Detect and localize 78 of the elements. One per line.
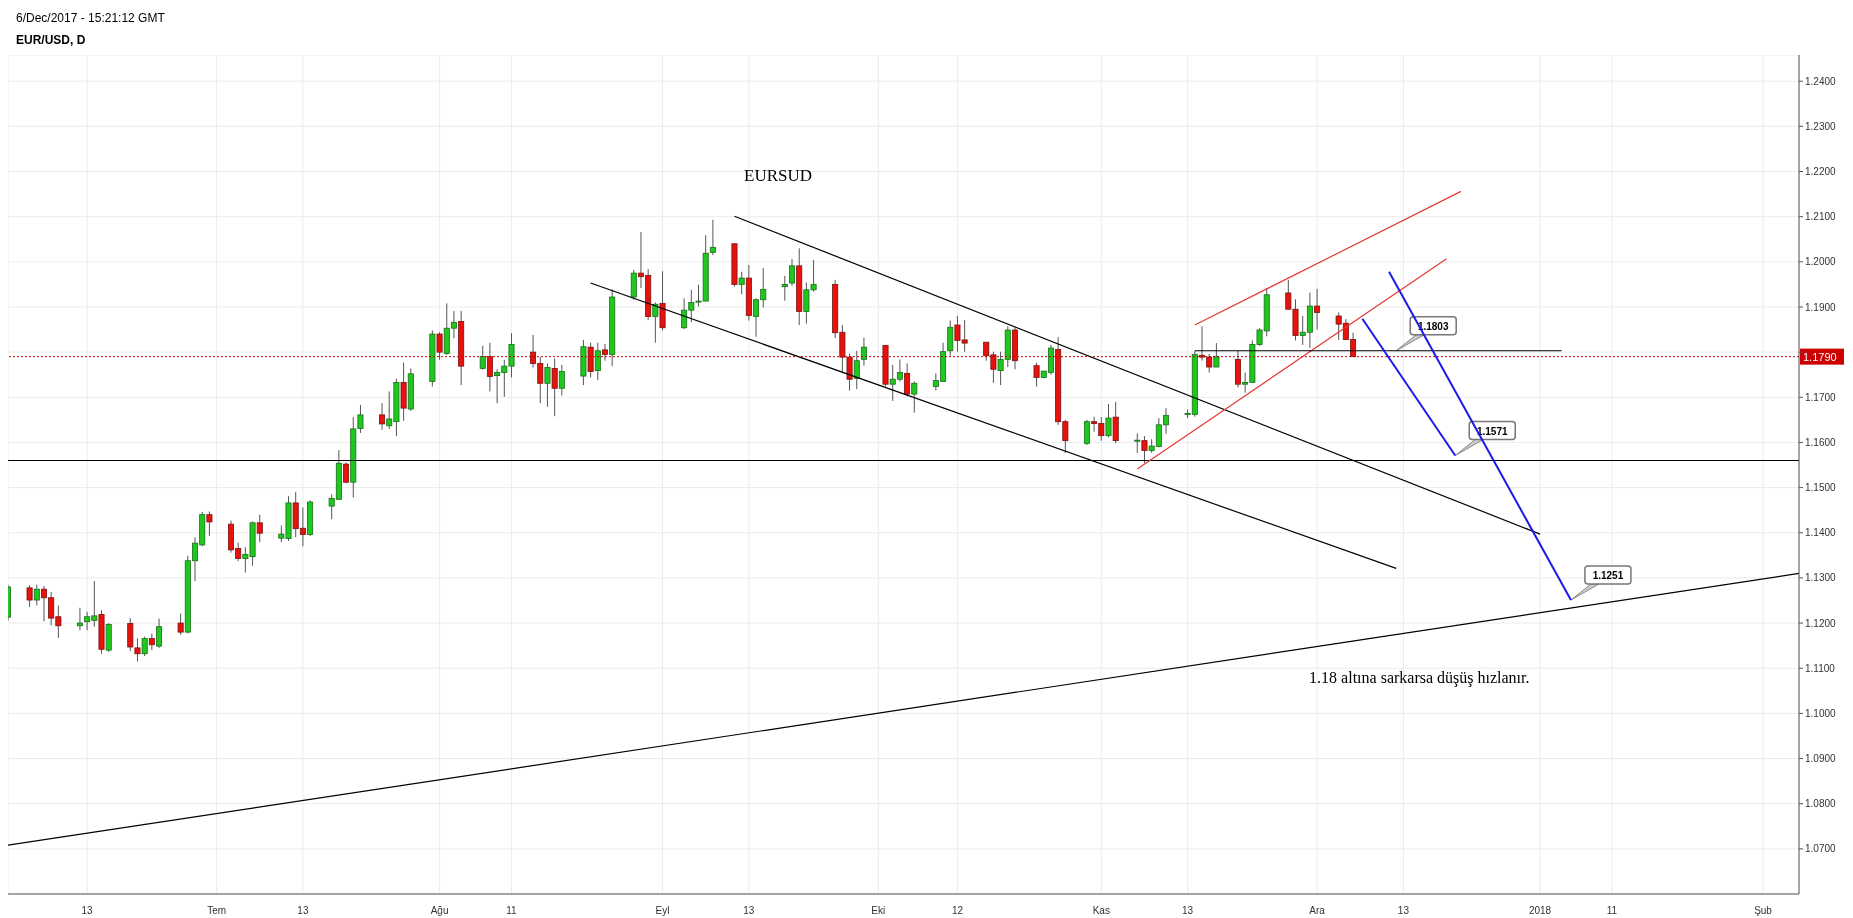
candlestick bbox=[479, 345, 486, 371]
y-tick-label: 1.2000 bbox=[1805, 256, 1837, 268]
candlestick bbox=[1033, 362, 1040, 387]
x-tick-label: 11 bbox=[506, 905, 518, 916]
chart-title: EUR/USD, D bbox=[16, 32, 87, 48]
candlestick bbox=[148, 632, 155, 651]
y-tick-label: 1.1200 bbox=[1805, 617, 1837, 629]
annotation: 1.1571 bbox=[1476, 425, 1508, 437]
x-tick-label: 12 bbox=[951, 905, 964, 916]
candlestick bbox=[544, 362, 551, 408]
candlestick bbox=[738, 271, 745, 295]
annotation: 1.1251 bbox=[1592, 570, 1624, 582]
candlestick bbox=[1083, 419, 1090, 446]
candlestick bbox=[1112, 401, 1119, 444]
candlestick bbox=[911, 380, 918, 414]
candlestick bbox=[486, 342, 493, 392]
y-tick-label: 1.1700 bbox=[1805, 391, 1837, 403]
y-tick-label: 1.1600 bbox=[1805, 436, 1837, 448]
candlestick bbox=[26, 584, 33, 608]
x-tick-label: 11 bbox=[1606, 905, 1618, 916]
x-tick-label: Tem bbox=[207, 905, 227, 916]
candlestick bbox=[206, 511, 213, 537]
y-tick-label: 1.1100 bbox=[1805, 662, 1836, 674]
candlestick bbox=[436, 331, 443, 361]
candlestick bbox=[853, 350, 860, 390]
ref-line-label: 1.1790 bbox=[1803, 350, 1837, 363]
candlestick bbox=[652, 301, 659, 344]
x-tick-label: 13 bbox=[81, 905, 94, 916]
candlestick bbox=[1105, 403, 1112, 438]
annotation: EURSUD bbox=[744, 165, 813, 185]
y-tick-label: 1.2200 bbox=[1805, 166, 1837, 178]
x-tick-label: Ağu bbox=[430, 905, 449, 916]
y-tick-label: 1.2300 bbox=[1805, 120, 1837, 132]
x-tick-label: Eki bbox=[871, 905, 886, 916]
x-tick-label: Kas bbox=[1092, 905, 1110, 916]
candlestick bbox=[947, 320, 954, 357]
candlestick bbox=[594, 342, 601, 381]
candlestick bbox=[551, 357, 558, 417]
candlestick bbox=[630, 269, 637, 301]
x-tick-label: 13 bbox=[1397, 905, 1410, 916]
y-tick-label: 1.1000 bbox=[1805, 707, 1837, 719]
x-tick-label: 13 bbox=[297, 905, 309, 916]
x-tick-label: Ara bbox=[1309, 905, 1326, 916]
candlestick bbox=[177, 613, 184, 636]
candlestick bbox=[1213, 342, 1220, 368]
candlestick bbox=[156, 618, 163, 649]
candlestick bbox=[789, 258, 795, 287]
annotation: 1.18 altına sarkarsa düşüş hızlanır. bbox=[1309, 669, 1530, 688]
candlestick bbox=[781, 275, 788, 302]
y-tick-label: 1.0800 bbox=[1805, 798, 1837, 810]
x-tick-label: Eyl bbox=[655, 905, 670, 916]
candlestick bbox=[860, 337, 867, 367]
y-tick-label: 1.0900 bbox=[1805, 753, 1837, 765]
y-tick-label: 1.1300 bbox=[1805, 572, 1837, 584]
candlestick bbox=[76, 607, 83, 631]
candlestick bbox=[33, 584, 40, 606]
y-tick-label: 1.1900 bbox=[1805, 301, 1837, 313]
candlestick bbox=[1314, 288, 1321, 331]
y-tick-label: 1.1500 bbox=[1805, 482, 1837, 494]
y-tick-label: 1.1400 bbox=[1805, 527, 1837, 539]
candlestick bbox=[343, 461, 350, 485]
candlestick bbox=[558, 364, 565, 396]
candlestick bbox=[709, 219, 716, 256]
candlestick bbox=[1134, 432, 1141, 454]
y-tick-label: 1.0700 bbox=[1805, 843, 1837, 855]
x-tick-label: 13 bbox=[743, 905, 755, 916]
candlestick bbox=[379, 402, 386, 431]
candlestick bbox=[904, 362, 911, 397]
candlestick bbox=[1141, 435, 1148, 464]
candlestick bbox=[141, 636, 148, 657]
chart-subtitle: 6/Dec/2017 - 15:21:12 GMT bbox=[16, 10, 166, 26]
candlestick bbox=[256, 514, 263, 543]
candlestick bbox=[602, 343, 608, 362]
x-tick-label: 13 bbox=[1182, 905, 1194, 916]
x-tick-label: Şub bbox=[1754, 905, 1773, 916]
x-tick-label: 2018 bbox=[1528, 905, 1552, 916]
y-tick-label: 1.2400 bbox=[1805, 75, 1837, 87]
y-tick-label: 1.2100 bbox=[1805, 211, 1837, 223]
